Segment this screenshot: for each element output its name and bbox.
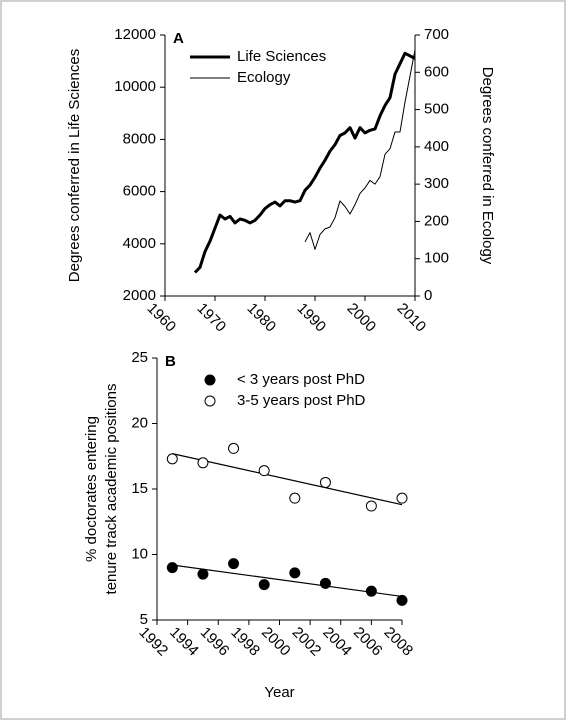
y-tick-label: 4000: [123, 235, 156, 252]
point: [228, 442, 240, 454]
y-tick-label: 20: [131, 414, 148, 431]
legend-label: Life Sciences: [237, 48, 326, 65]
y-axis-label: Degrees conferred in Life Sciences: [66, 49, 83, 282]
legend-label: < 3 years post PhD: [237, 371, 365, 388]
point: [319, 577, 331, 589]
point: [319, 476, 331, 488]
y2-tick-label: 0: [424, 287, 432, 304]
point: [258, 579, 270, 591]
point: [258, 465, 270, 477]
point: [396, 492, 408, 504]
x-tick-label: 1992: [136, 624, 172, 660]
x-tick-label: 2008: [381, 624, 417, 660]
x-tick-label: 1996: [197, 624, 233, 660]
x-tick-label: 2000: [344, 300, 380, 336]
y-axis-label: % doctorates entering: [83, 416, 100, 562]
point: [365, 500, 377, 512]
legend-label: Ecology: [237, 69, 291, 86]
point: [228, 558, 240, 570]
x-tick-label: 1980: [244, 300, 280, 336]
line-0: [193, 51, 416, 274]
y-tick-label: 12000: [114, 26, 156, 43]
y-tick-label: 6000: [123, 183, 156, 200]
x-tick-label: 1998: [227, 624, 263, 660]
legend-label: 3-5 years post PhD: [237, 392, 366, 409]
legend-swatch: [204, 374, 216, 386]
y2-tick-label: 600: [424, 63, 449, 80]
trend-line: [172, 564, 403, 598]
y-tick-label: 25: [131, 349, 148, 366]
x-tick-label: 2000: [258, 624, 294, 660]
x-tick-label: 2002: [289, 624, 325, 660]
y-axis-label: tenure track academic positions: [103, 384, 120, 595]
y2-tick-label: 300: [424, 175, 449, 192]
x-tick-label: 2006: [350, 624, 386, 660]
point: [365, 585, 377, 597]
y2-tick-label: 500: [424, 101, 449, 118]
y-tick-label: 15: [131, 480, 148, 497]
y-tick-label: 8000: [123, 130, 156, 147]
point: [289, 492, 301, 504]
y2-tick-label: 200: [424, 212, 449, 229]
point: [197, 568, 209, 580]
x-axis-label: Year: [264, 684, 294, 701]
point: [197, 457, 209, 469]
x-tick-label: 1970: [194, 300, 230, 336]
y2-tick-label: 100: [424, 250, 449, 267]
x-tick-label: 1990: [294, 300, 330, 336]
x-tick-label: 2004: [319, 624, 355, 660]
point: [289, 567, 301, 579]
x-tick-label: 1994: [166, 624, 202, 660]
trend-line: [172, 453, 403, 506]
point: [166, 453, 178, 465]
point: [396, 594, 408, 606]
y-tick-label: 5: [140, 611, 148, 628]
y-tick-label: 10000: [114, 78, 156, 95]
x-tick-label: 1960: [144, 300, 180, 336]
panel-label: B: [165, 353, 176, 370]
y2-tick-label: 700: [424, 26, 449, 43]
x-tick-label: 2010: [394, 300, 430, 336]
point: [166, 562, 178, 574]
legend-swatch: [204, 395, 216, 407]
y2-tick-label: 400: [424, 138, 449, 155]
y-tick-label: 10: [131, 545, 148, 562]
panel-label: A: [173, 30, 184, 47]
y2-axis-label: Degrees conferred in Ecology: [479, 67, 496, 265]
y-tick-label: 2000: [123, 287, 156, 304]
line-1: [304, 49, 416, 250]
